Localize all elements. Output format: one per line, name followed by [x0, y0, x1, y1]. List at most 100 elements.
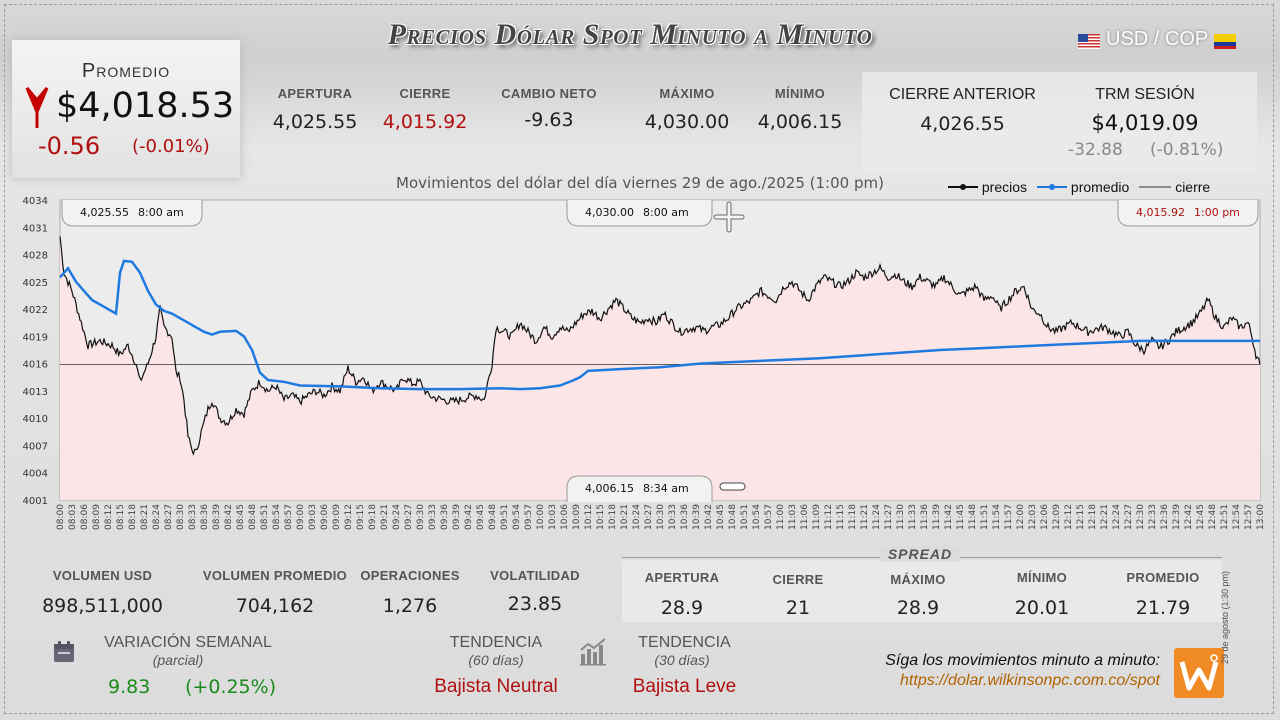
x-tick-label: 12:57	[1244, 504, 1254, 530]
tendencia30-value: Bajista Leve	[632, 676, 737, 697]
x-tick-label: 08:33	[188, 504, 198, 530]
x-tick-label: 10:42	[704, 504, 714, 530]
precios-line	[59, 236, 1261, 456]
x-tick-label: 09:57	[524, 504, 534, 530]
x-tick-label: 11:27	[884, 504, 894, 530]
x-tick-label: 08:54	[272, 504, 282, 530]
calendar-icon	[52, 640, 76, 669]
x-tick-label: 12:42	[1184, 504, 1194, 530]
x-tick-label: 09:45	[476, 504, 486, 530]
pair-label: USD / COP	[1106, 28, 1209, 50]
x-tick-label: 10:24	[632, 504, 642, 530]
x-tick-label: 09:03	[308, 504, 318, 530]
annotation-callout: 4,006.15 8:34 am	[566, 475, 713, 502]
x-tick-label: 09:39	[452, 504, 462, 530]
trm-change: -32.88	[1068, 140, 1123, 160]
x-tick-label: 11:36	[920, 504, 930, 530]
stat-value: 704,162	[235, 595, 315, 617]
x-tick-label: 08:45	[236, 504, 246, 530]
x-tick-label: 11:03	[788, 504, 798, 530]
x-tick-label: 11:30	[896, 504, 906, 530]
x-tick-label: 08:18	[128, 504, 138, 530]
variacion-pct: (+0.25%)	[185, 676, 277, 698]
crosshair-inner	[714, 202, 744, 232]
tendencia60-label: TENDENCIA	[449, 634, 543, 651]
x-tick-label: 09:33	[428, 504, 438, 530]
x-tick-label: 10:00	[536, 504, 546, 530]
x-tick-label: 10:45	[716, 504, 726, 530]
x-tick-label: 10:51	[740, 504, 750, 530]
stat-label: PROMEDIO	[1126, 570, 1200, 585]
stat-label: MÁXIMO	[890, 572, 946, 587]
annotation-time: 1:00 pm	[1194, 206, 1240, 219]
x-tick-label: 09:48	[488, 504, 498, 530]
promedio-line	[59, 259, 1260, 391]
wilkinson-logo[interactable]	[1174, 648, 1224, 698]
down-arrow-icon	[24, 86, 50, 135]
x-tick-label: 12:51	[1220, 504, 1230, 530]
x-tick-label: 11:12	[824, 504, 834, 530]
y-tick-label: 4034	[23, 196, 48, 207]
spread-promedio: PROMEDIO 21.79	[1098, 570, 1228, 619]
x-tick-label: 12:30	[1136, 504, 1146, 530]
chart-title: Movimientos del dólar del día viernes 29…	[396, 174, 884, 192]
trm-change-pct: (-0.81%)	[1150, 140, 1224, 160]
y-tick-label: 4019	[23, 332, 48, 343]
x-tick-label: 08:03	[68, 504, 78, 530]
x-tick-label: 09:18	[368, 504, 378, 530]
tendencia30-label: TENDENCIA	[638, 634, 731, 651]
trm-label: TRM SESIÓN	[1095, 86, 1195, 103]
spread-panel	[622, 560, 1222, 622]
stat-volumen: VOLUMEN USD 898,511,000	[30, 568, 175, 617]
x-tick-label: 10:15	[596, 504, 606, 530]
x-tick-label: 10:21	[620, 504, 630, 530]
stat-label: VOLUMEN USD	[52, 568, 153, 583]
x-tick-label: 08:30	[176, 504, 186, 530]
spread-cierre: CIERRE 21	[738, 572, 858, 619]
x-tick-label: 12:21	[1100, 504, 1110, 530]
x-tick-label: 09:15	[356, 504, 366, 530]
range-toggle	[719, 482, 746, 491]
x-tick-label: 10:09	[572, 504, 582, 530]
bar-chart-icon	[578, 636, 608, 671]
annotation-value: 4,030.00	[585, 206, 634, 219]
x-tick-label: 08:36	[200, 504, 210, 530]
top-stats: APERTURA 4,025.55 CIERRE 4,015.92 CAMBIO…	[255, 86, 865, 146]
annotation-box	[566, 200, 713, 227]
y-tick-label: 4007	[23, 441, 48, 452]
x-tick-label: 09:12	[344, 504, 354, 530]
stat-volatilidad: VOLATILIDAD 23.85	[480, 568, 590, 615]
spread-title: SPREAD	[880, 546, 960, 562]
promedio-panel	[12, 40, 240, 178]
spread-apertura: APERTURA 28.9	[622, 570, 742, 619]
stat-volumen-promedio: VOLUMEN PROMEDIO 704,162	[195, 568, 355, 617]
stat-label: VOLATILIDAD	[490, 568, 580, 583]
stat-label: VOLUMEN PROMEDIO	[202, 568, 348, 583]
x-tick-label: 12:39	[1172, 504, 1182, 530]
annotation-callout: 4,025.55 8:00 am	[61, 200, 203, 227]
spread-minimo: MÍNIMO 20.01	[982, 570, 1102, 619]
page-title: Precios Dólar Spot Minuto a Minuto	[387, 18, 873, 51]
x-tick-label: 12:24	[1112, 504, 1122, 530]
footer-link[interactable]: https://dolar.wilkinsonpc.com.co/spot	[900, 672, 1160, 689]
x-tick-label: 11:24	[872, 504, 882, 530]
y-tick-label: 4004	[23, 469, 48, 480]
x-tick-label: 08:00	[56, 504, 66, 530]
x-tick-label: 09:36	[440, 504, 450, 530]
x-tick-label: 08:09	[92, 504, 102, 530]
tendencia30-sub: (30 días)	[654, 652, 710, 668]
stat-value: 20.01	[1014, 597, 1070, 619]
x-tick-label: 12:00	[1016, 504, 1026, 530]
cierre-anterior-value: 4,026.55	[920, 113, 1005, 135]
x-tick-label: 11:51	[980, 504, 990, 530]
x-tick-label: 12:03	[1028, 504, 1038, 530]
x-tick-label: 09:21	[380, 504, 390, 530]
stat-operaciones: OPERACIONES 1,276	[360, 568, 460, 617]
annotation-value: 4,015.92	[1136, 206, 1185, 219]
x-tick-label: 10:06	[560, 504, 570, 530]
x-tick-label: 10:27	[644, 504, 654, 530]
currency-pair: USD / COP	[1078, 28, 1237, 51]
stat-value: 4,006.15	[757, 111, 843, 133]
y-tick-label: 4016	[23, 360, 48, 371]
y-tick-label: 4031	[23, 223, 48, 234]
